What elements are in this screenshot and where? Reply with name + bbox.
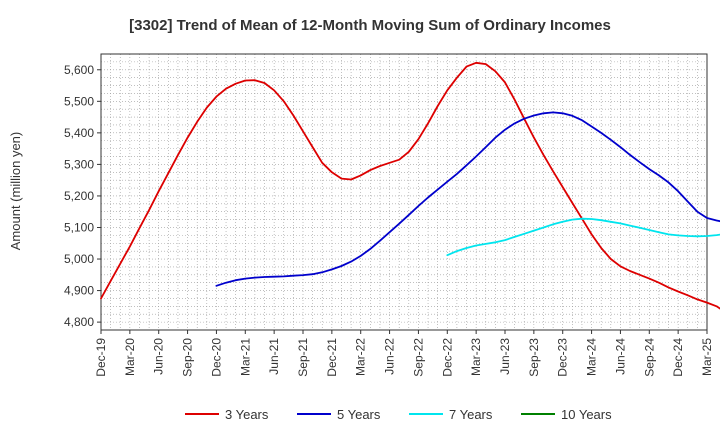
axes (97, 53, 708, 334)
x-tick-label: Jun-24 (613, 338, 627, 375)
chart-title: [3302] Trend of Mean of 12-Month Moving … (129, 17, 611, 34)
legend-label-10-years: 10 Years (561, 407, 612, 422)
y-tick-label: 5,500 (64, 94, 94, 108)
x-tick-label: Mar-20 (123, 338, 137, 376)
y-tick-label: 5,100 (64, 220, 94, 234)
legend-label-3-years: 3 Years (225, 407, 269, 422)
x-tick-label: Jun-22 (383, 338, 397, 375)
x-tick-label: Mar-25 (700, 338, 714, 376)
y-tick-label: 4,800 (64, 315, 94, 329)
y-tick-label: 4,900 (64, 284, 94, 298)
x-tick-label: Dec-20 (209, 338, 223, 377)
x-tick-label: Mar-22 (354, 338, 368, 376)
y-tick-label: 5,400 (64, 126, 94, 140)
y-tick-label: 5,300 (64, 157, 94, 171)
x-tick-label: Jun-23 (498, 338, 512, 375)
x-tick-label: Sep-22 (411, 338, 425, 377)
x-tick-label: Jun-21 (267, 338, 281, 375)
grid-lines (101, 54, 707, 330)
x-tick-label: Mar-24 (585, 338, 599, 376)
x-tick-label: Dec-19 (94, 338, 108, 377)
legend-label-7-years: 7 Years (449, 407, 493, 422)
y-tick-label: 5,600 (64, 63, 94, 77)
x-tick-label: Sep-21 (296, 338, 310, 377)
y-axis-label: Amount (million yen) (8, 132, 23, 251)
series-line-7-years (446, 217, 720, 257)
x-tick-label: Mar-23 (469, 338, 483, 376)
series-line-3-years (100, 61, 720, 310)
data-series (100, 61, 720, 310)
plot-frame (100, 53, 708, 331)
x-tick-label: Dec-22 (440, 338, 454, 377)
y-tick-label: 5,200 (64, 189, 94, 203)
tick-labels: 4,800 4,900 5,000 5,100 5,200 5,300 5,400 5,500… (64, 63, 714, 377)
plot-area (101, 54, 707, 330)
x-tick-label: Sep-20 (181, 338, 195, 377)
series-line-5-years (215, 111, 720, 287)
legend-label-5-years: 5 Years (337, 407, 381, 422)
x-tick-label: Sep-24 (642, 338, 656, 377)
x-tick-label: Jun-20 (152, 338, 166, 375)
x-tick-label: Mar-21 (238, 338, 252, 376)
x-tick-label: Dec-21 (325, 338, 339, 377)
y-tick-label: 5,000 (64, 252, 94, 266)
x-tick-label: Dec-24 (671, 338, 685, 377)
x-tick-label: Sep-23 (527, 338, 541, 377)
legend: 3 Years 5 Years 7 Years 10 Years (185, 407, 612, 422)
x-tick-label: Dec-23 (556, 338, 570, 377)
